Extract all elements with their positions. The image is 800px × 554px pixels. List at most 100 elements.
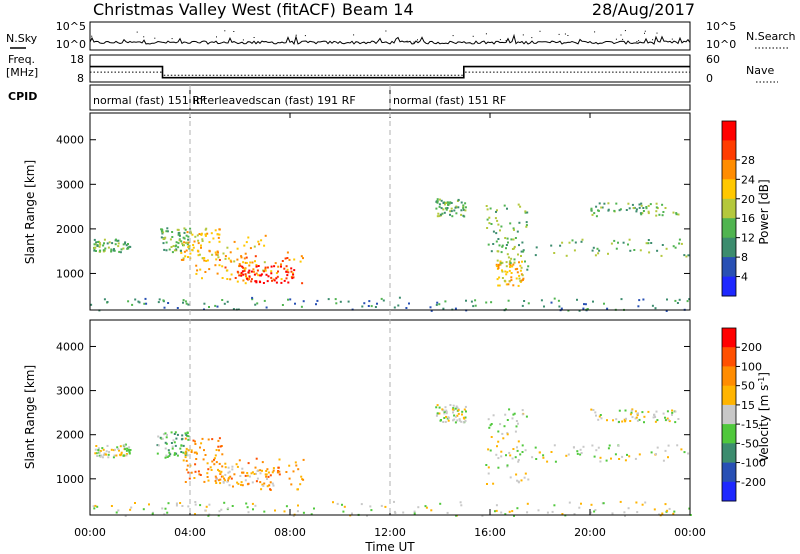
scatter-cell: [664, 419, 667, 422]
scatter-cell: [269, 481, 272, 484]
scatter-cell: [240, 274, 243, 277]
scatter-cell: [662, 459, 665, 462]
scatter-cell: [252, 270, 255, 273]
scatter-cell: [525, 224, 528, 227]
scatter-cell: [680, 448, 683, 451]
scatter-cell: [664, 416, 666, 419]
scatter-cell: [252, 508, 254, 511]
scatter-cell: [607, 202, 610, 205]
colorbar-tick-label: 100: [741, 360, 762, 373]
scatter-cell: [438, 406, 441, 409]
scatter-cell: [625, 209, 628, 211]
scatter-cell: [255, 265, 258, 268]
scatter-cell: [238, 274, 241, 277]
scatter-cell: [393, 500, 395, 503]
scatter-cell: [300, 305, 303, 308]
scatter-cell: [525, 225, 528, 228]
scatter-cell: [525, 415, 528, 418]
scatter-cell: [642, 298, 645, 301]
scatter-cell: [244, 261, 247, 264]
scatter-cell: [201, 277, 203, 280]
scatter-cell: [612, 419, 614, 422]
scatter-cell: [268, 484, 271, 487]
scatter-cell: [187, 505, 190, 508]
scatter-cell: [638, 418, 641, 421]
scatter-cell: [361, 305, 364, 308]
scatter-cell: [190, 451, 193, 453]
scatter-cell: [216, 305, 219, 308]
noise-search-point: [452, 35, 454, 37]
scatter-cell: [101, 447, 104, 450]
scatter-cell: [180, 251, 183, 254]
scatter-cell: [226, 278, 229, 280]
scatter-cell: [270, 270, 273, 273]
scatter-cell: [449, 210, 452, 213]
scatter-cell: [106, 242, 109, 245]
scatter-cell: [217, 256, 220, 259]
scatter-cell: [672, 211, 675, 214]
scatter-cell: [216, 250, 219, 253]
scatter-cell: [184, 228, 187, 231]
scatter-cell: [245, 275, 247, 278]
scatter-cell: [162, 299, 165, 302]
scatter-cell: [195, 458, 198, 460]
scatter-cell: [655, 206, 658, 209]
scatter-cell: [474, 304, 477, 307]
scatter-cell: [185, 234, 188, 237]
scatter-cell: [215, 482, 218, 484]
scatter-cell: [523, 300, 526, 302]
scatter-cell: [486, 218, 489, 221]
scatter-cell: [513, 261, 516, 264]
scatter-cell: [275, 281, 278, 284]
scatter-cell: [207, 479, 210, 482]
scatter-cell: [242, 266, 245, 269]
scatter-cell: [98, 245, 101, 248]
scatter-cell: [248, 278, 250, 281]
noise-search-point: [644, 32, 645, 34]
scatter-cell: [281, 260, 284, 262]
scatter-cell: [201, 238, 204, 241]
scatter-cell: [495, 210, 497, 213]
scatter-cell: [115, 454, 118, 457]
scatter-cell: [368, 300, 371, 303]
y-tick-label: 4000: [56, 340, 84, 353]
scatter-cell: [516, 507, 519, 510]
scatter-cell: [370, 305, 373, 308]
noise-search-point: [485, 33, 487, 35]
scatter-cell: [519, 269, 522, 272]
scatter-cell: [515, 473, 518, 476]
scatter-cell: [517, 284, 520, 287]
power-panel: Slant Range [km] 1000 2000 3000 4000 4 8 12 16…: [23, 112, 771, 312]
scatter-cell: [522, 249, 525, 252]
scatter-cell: [195, 264, 198, 267]
scatter-cell: [578, 309, 581, 312]
scatter-cell: [438, 205, 441, 208]
scatter-cell: [496, 278, 499, 281]
scatter-cell: [640, 202, 643, 205]
scatter-cell: [183, 250, 186, 253]
scatter-cell: [255, 280, 258, 283]
scatter-cell: [521, 304, 524, 307]
scatter-cell: [110, 505, 113, 507]
colorbar-segment: [722, 443, 736, 463]
scatter-cell: [102, 249, 105, 252]
scatter-cell: [481, 514, 484, 517]
colorbar-segment: [722, 257, 736, 277]
scatter-cell: [161, 228, 163, 231]
scatter-cell: [442, 202, 445, 204]
scatter-cell: [110, 448, 113, 451]
scatter-cell: [119, 251, 122, 254]
scatter-cell: [261, 483, 264, 486]
scatter-cell: [273, 265, 276, 268]
scatter-cell: [232, 308, 235, 311]
scatter-cell: [678, 298, 681, 301]
scatter-cell: [498, 284, 501, 287]
scatter-cell: [221, 453, 224, 456]
scatter-cell: [255, 457, 258, 460]
scatter-cell: [216, 478, 219, 481]
scatter-cell: [508, 280, 511, 283]
scatter-cell: [251, 296, 254, 299]
noise-search-point: [499, 39, 501, 41]
scatter-cell: [487, 448, 490, 451]
scatter-cell: [243, 269, 246, 272]
